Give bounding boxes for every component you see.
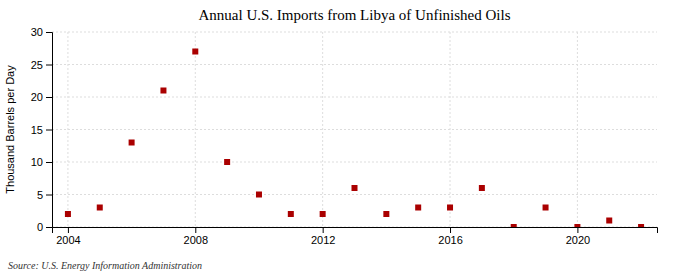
point — [543, 205, 549, 211]
tick-label: 25 — [31, 59, 43, 71]
point — [511, 224, 517, 227]
plot: 2004 2008 2012 2016 2020 0 5 10 15 20 25 30 — [31, 26, 658, 246]
tick-label: 10 — [31, 156, 43, 168]
tick: 25 — [31, 59, 52, 71]
point — [415, 205, 421, 211]
tick: 2016 — [438, 227, 462, 246]
point — [606, 218, 612, 224]
axis-title: Thousand Barrels per Day — [4, 65, 16, 194]
tick: 30 — [31, 26, 52, 38]
tick-label: 15 — [31, 124, 43, 136]
point — [383, 211, 389, 217]
point — [129, 140, 135, 146]
tick: 2012 — [311, 227, 335, 246]
tick-mark — [323, 227, 324, 233]
grid-line — [577, 32, 578, 227]
tick: 2004 — [56, 227, 80, 246]
grid-line — [52, 97, 657, 98]
tick-mark — [46, 97, 52, 98]
grid-line — [52, 194, 657, 195]
tick-label: 2020 — [566, 234, 590, 246]
grid-line — [52, 129, 657, 130]
tick-mark — [46, 32, 52, 33]
tick-mark — [46, 130, 52, 131]
tick: 2020 — [566, 227, 590, 246]
source-note: Source: U.S. Energy Information Administ… — [8, 260, 202, 271]
point — [638, 224, 644, 227]
tick-label: 2004 — [56, 234, 80, 246]
tick: 0 — [37, 221, 52, 233]
axis-line — [53, 228, 658, 234]
tick-label: 20 — [31, 91, 43, 103]
title: Annual U.S. Imports from Libya of Unfini… — [198, 7, 510, 23]
tick: 20 — [31, 91, 52, 103]
tick-mark — [46, 162, 52, 163]
tick-mark — [195, 227, 196, 233]
tick-mark — [450, 227, 451, 233]
point — [447, 205, 453, 211]
y-axis: 0 5 10 15 20 25 30 — [31, 26, 53, 233]
tick-label: 2016 — [438, 234, 462, 246]
point — [160, 88, 166, 94]
tick-mark — [46, 195, 52, 196]
grid-line — [52, 32, 657, 33]
x-axis: 2004 2008 2012 2016 2020 — [53, 227, 658, 246]
tick-label: 30 — [31, 26, 43, 38]
tick-mark — [46, 227, 52, 228]
point — [352, 185, 358, 191]
point — [65, 211, 71, 217]
grid-line — [450, 32, 451, 227]
tick: 10 — [31, 156, 52, 168]
grid-line — [195, 32, 196, 227]
tick: 2008 — [184, 227, 208, 246]
grid-line — [322, 32, 323, 227]
point — [192, 49, 198, 55]
grid-line — [67, 32, 68, 227]
chart: 2004 2008 2012 2016 2020 0 5 10 15 20 25 30 Annual U… — [0, 0, 675, 275]
tick-label: 2012 — [311, 234, 335, 246]
point — [320, 211, 326, 217]
point — [574, 224, 580, 227]
tick: 5 — [37, 189, 52, 201]
axis-line — [46, 33, 53, 228]
point — [479, 185, 485, 191]
tick-label: 5 — [37, 189, 43, 201]
marks — [65, 49, 644, 228]
tick: 15 — [31, 124, 52, 136]
point — [288, 211, 294, 217]
point — [97, 205, 103, 211]
point — [256, 192, 262, 198]
tick-mark — [68, 227, 69, 233]
tick-label: 0 — [37, 221, 43, 233]
grid-line — [52, 162, 657, 163]
grid — [52, 32, 657, 227]
grid-line — [52, 64, 657, 65]
tick-mark — [46, 65, 52, 66]
tick-label: 2008 — [184, 234, 208, 246]
tick-mark — [577, 227, 578, 233]
point — [224, 159, 230, 165]
